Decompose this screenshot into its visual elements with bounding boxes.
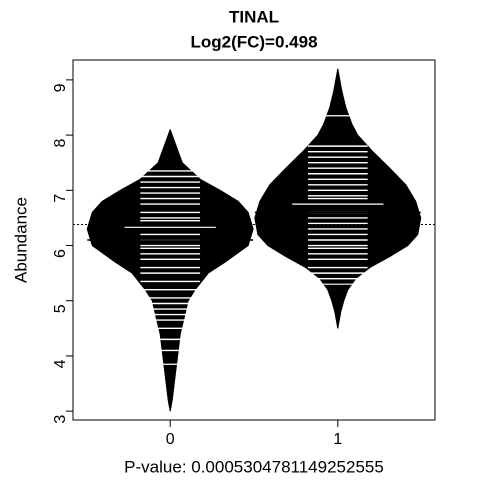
x-axis-label: P-value: 0.0005304781149252555	[124, 457, 384, 476]
y-tick-label: 4	[52, 359, 69, 368]
bean-half	[254, 68, 339, 329]
plot-area	[73, 68, 435, 412]
y-tick-label: 8	[52, 139, 69, 148]
chart-title: TINAL	[229, 7, 279, 26]
y-tick-label: 7	[52, 194, 69, 203]
y-tick-label: 5	[52, 304, 69, 313]
y-tick-label: 3	[52, 415, 69, 424]
y-axis-label: Abundance	[11, 197, 30, 283]
bean-half	[337, 68, 422, 329]
x-tick-label: 0	[166, 431, 175, 448]
bean-half	[86, 129, 171, 412]
y-tick-label: 9	[52, 83, 69, 92]
y-tick-label: 6	[52, 249, 69, 258]
bean-half	[169, 129, 254, 412]
x-tick-label: 1	[333, 431, 342, 448]
chart-subtitle: Log2(FC)=0.498	[190, 32, 317, 51]
plot-frame	[72, 59, 436, 421]
